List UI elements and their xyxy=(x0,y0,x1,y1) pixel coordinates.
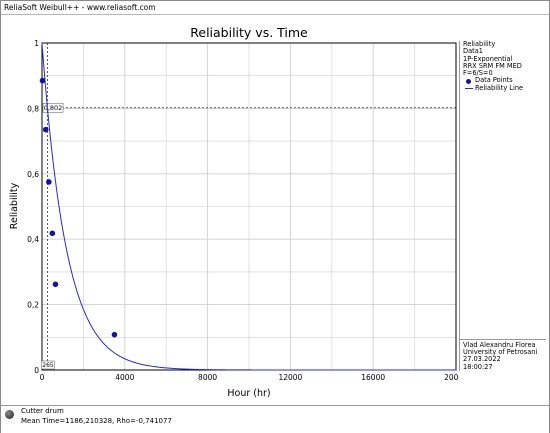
window-title: ReliaSoft Weibull++ - www.reliasoft.com xyxy=(1,1,549,15)
info-line: F=6/S=0 xyxy=(463,69,493,78)
legend-label: Reliability Line xyxy=(475,83,524,92)
annotation-label: 0,802 xyxy=(44,104,63,112)
y-tick-label: 0,8 xyxy=(27,104,39,113)
y-axis-label: Reliability xyxy=(9,182,20,229)
data-point xyxy=(42,126,49,133)
y-axis-tick-labels: 0 0,2 0,4 0,6 0,8 1 xyxy=(27,39,39,375)
legend-item-reliability-line: Reliability Line xyxy=(460,83,546,92)
status-bar: Cutter drum Mean Time=1186,210328, Rho=-… xyxy=(1,405,549,433)
component-icon xyxy=(5,410,14,419)
y-tick-label: 0,6 xyxy=(27,170,39,179)
x-tick-label: 4000 xyxy=(115,373,134,382)
annotation-box xyxy=(42,102,64,113)
crosshair-annotations: 0,802 265 xyxy=(41,43,456,370)
analysis-date: 27.03.2022 xyxy=(463,355,501,364)
x-tick-label: 8000 xyxy=(198,373,217,382)
y-tick-label: 1 xyxy=(34,39,39,48)
chart-grid xyxy=(42,43,456,370)
legend-item-data-points: Data Points xyxy=(460,77,546,84)
reliability-chart: Reliability vs. Time 0,802 265 0 4000 8000 1… xyxy=(9,25,459,399)
info-line: RRX SRM FM MED xyxy=(463,61,522,70)
component-name: Cutter drum xyxy=(21,407,64,415)
analyst-name: Vlad Alexandru Florea xyxy=(463,340,536,349)
legend-label: Data Points xyxy=(475,76,513,85)
x-tick-label: 0 xyxy=(40,373,45,382)
info-heading: Reliability xyxy=(463,40,496,48)
chart-title: Reliability vs. Time xyxy=(190,25,308,40)
y-tick-label: 0,2 xyxy=(27,301,39,310)
data-point xyxy=(52,281,59,288)
info-line: Data1 xyxy=(463,47,483,56)
analyst-organization: University of Petrosani xyxy=(463,348,538,357)
data-point xyxy=(46,179,52,185)
x-tick-label: 12000 xyxy=(278,373,302,382)
data-point xyxy=(39,77,46,84)
annotation-box xyxy=(41,360,55,370)
x-axis-label: Hour (hr) xyxy=(227,388,270,399)
data-point-marker-icon xyxy=(466,78,471,84)
info-line: 1P-Exponential xyxy=(463,54,513,63)
data-point xyxy=(111,331,118,338)
info-panel: Reliability Data1 1P-Exponential RRX SRM… xyxy=(459,40,546,371)
y-tick-label: 0 xyxy=(34,366,39,375)
annotation-label: 265 xyxy=(42,362,54,369)
line-marker-icon xyxy=(465,87,473,89)
analyst-info: Vlad Alexandru Florea University of Petr… xyxy=(460,338,546,371)
data-points xyxy=(39,77,118,338)
x-tick-label: 16000 xyxy=(361,373,385,382)
y-tick-label: 0,4 xyxy=(27,235,39,244)
data-point xyxy=(49,230,56,237)
model-statistics: Mean Time=1186,210328, Rho=-0,741077 xyxy=(21,417,172,425)
analysis-time: 18:00:27 xyxy=(463,362,493,371)
reliability-line xyxy=(41,42,456,371)
